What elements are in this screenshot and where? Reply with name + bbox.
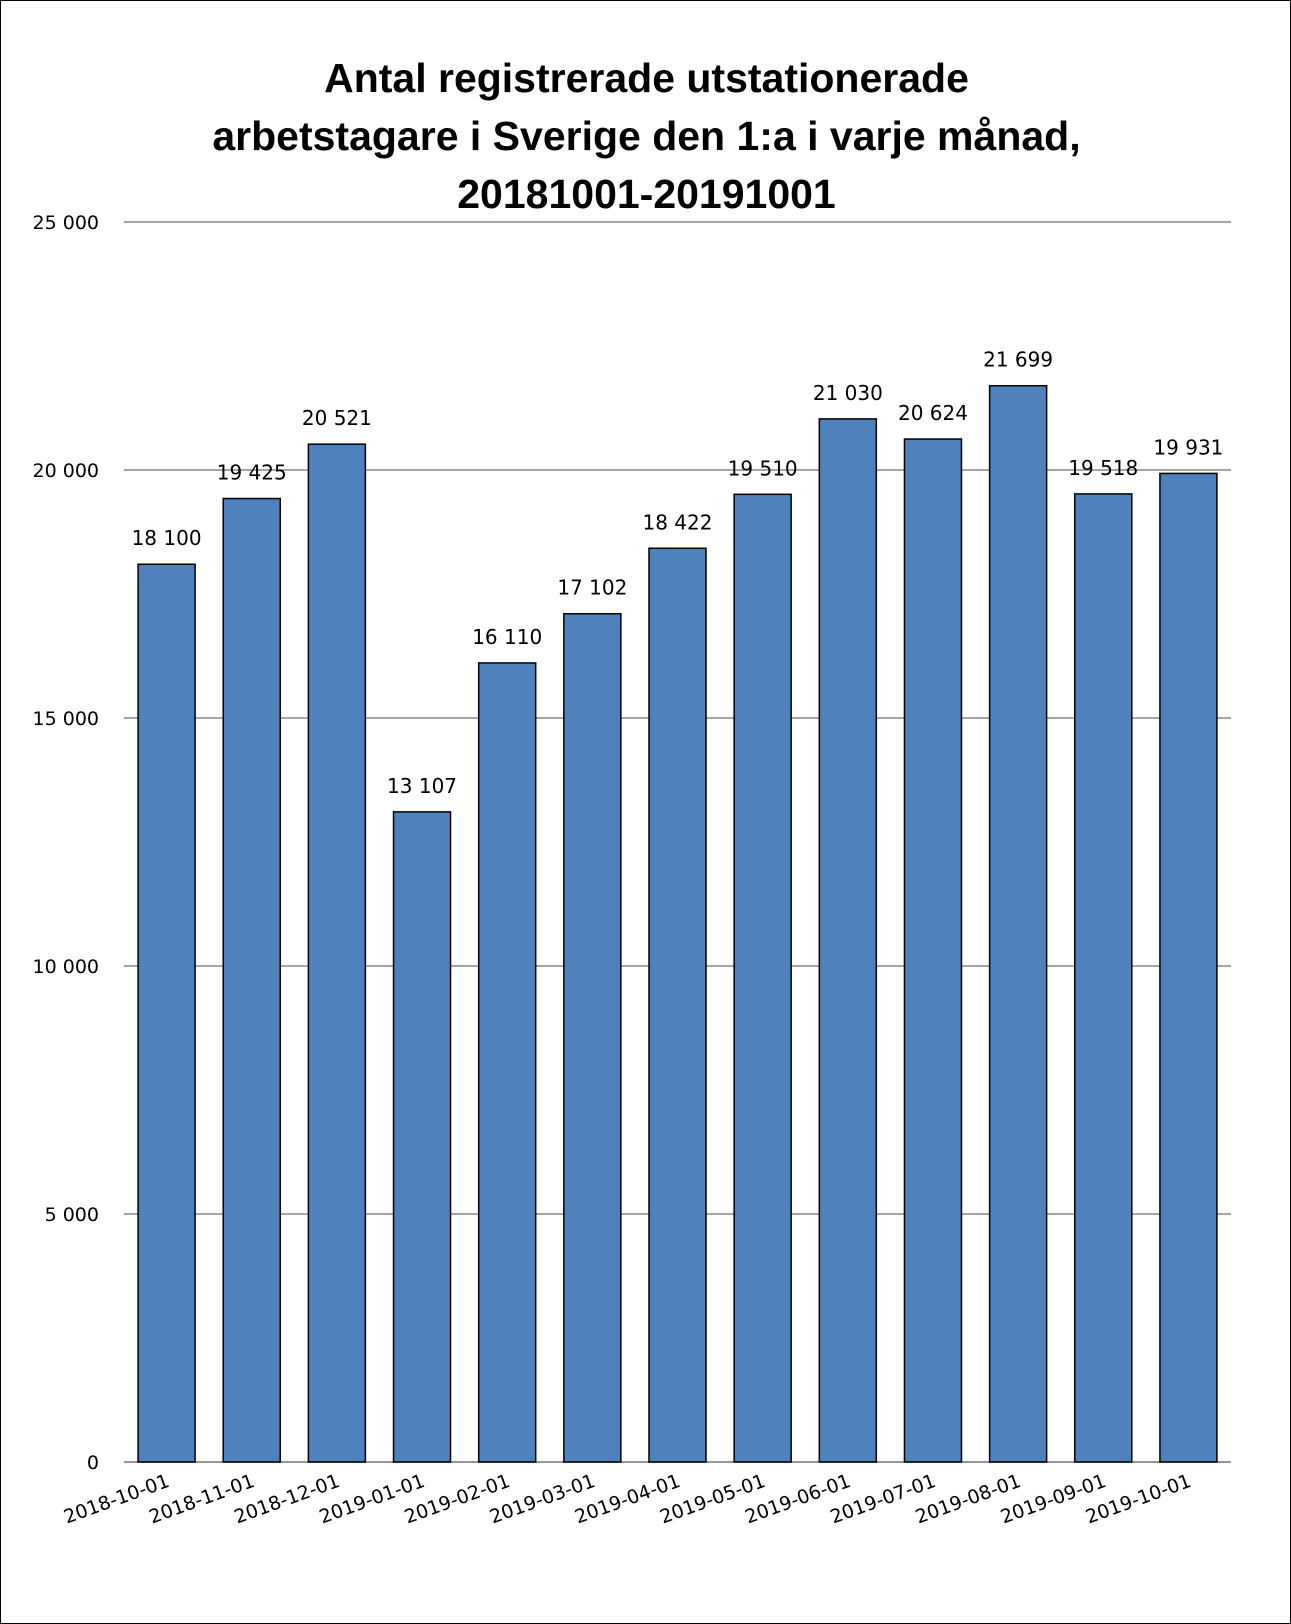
data-label: 20 624	[898, 401, 968, 425]
y-tick-label: 20 000	[33, 460, 99, 482]
data-label: 21 030	[813, 381, 883, 405]
bar	[1159, 472, 1218, 1463]
bar	[648, 547, 707, 1463]
chart-title-line-2: arbetstagare i Sverige den 1:a i varje m…	[212, 113, 1081, 159]
data-label: 16 110	[472, 625, 542, 649]
bar	[222, 497, 281, 1463]
chart-title: Antal registrerade utstationerade arbets…	[61, 49, 1232, 223]
bars	[137, 384, 1218, 1463]
bar	[563, 612, 622, 1463]
data-label: 19 931	[1153, 435, 1223, 459]
x-axis-ticks: 2018-10-012018-11-012018-12-012019-01-01…	[61, 1470, 1194, 1528]
y-tick-label: 15 000	[33, 708, 99, 730]
data-labels: 18 100 19 425 20 521 13 107 16 110 17 102 18 4…	[132, 348, 1224, 798]
chart-title-line-3: 20181001-20191001	[457, 171, 836, 217]
data-label: 20 521	[302, 406, 372, 430]
y-tick-label: 5 000	[45, 1204, 99, 1226]
data-label: 19 518	[1068, 456, 1138, 480]
chart-title-line-1: Antal registrerade utstationerade	[324, 55, 969, 101]
data-label: 21 699	[983, 348, 1053, 372]
y-axis-ticks: 0 5 000 10 000 15 000 20 000 25 000	[33, 212, 99, 1474]
bar	[818, 418, 878, 1463]
bar	[1074, 493, 1133, 1463]
data-label: 18 422	[643, 510, 713, 534]
data-label: 19 425	[217, 461, 287, 485]
y-tick-label: 0	[87, 1452, 99, 1474]
data-label: 19 510	[728, 456, 798, 480]
bar	[903, 438, 963, 1463]
bar	[988, 384, 1048, 1463]
bar	[307, 443, 367, 1463]
y-tick-label: 10 000	[33, 956, 99, 978]
y-tick-label: 25 000	[33, 212, 99, 234]
bar	[137, 563, 196, 1463]
bar	[392, 811, 452, 1463]
data-label: 13 107	[387, 774, 457, 798]
bar	[733, 493, 792, 1463]
bar	[477, 662, 537, 1463]
data-label: 17 102	[557, 576, 627, 600]
data-label: 18 100	[132, 526, 202, 550]
